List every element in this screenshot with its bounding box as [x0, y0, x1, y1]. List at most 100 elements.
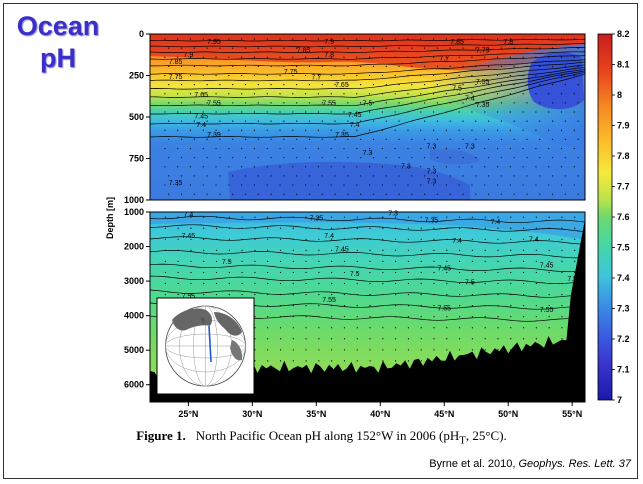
- sample-point: [407, 293, 410, 296]
- sample-point: [168, 193, 170, 195]
- sample-point: [206, 175, 208, 177]
- sample-point: [372, 102, 375, 104]
- sample-point: [424, 157, 426, 159]
- sample-point: [321, 120, 323, 122]
- sample-point: [573, 56, 575, 58]
- sample-point: [497, 316, 499, 318]
- sample-point: [462, 102, 464, 104]
- sample-point: [228, 227, 230, 229]
- y-tick-label-upper: 500: [129, 112, 144, 122]
- y-tick-label-lower: 4000: [124, 311, 144, 321]
- sample-point: [432, 74, 435, 77]
- sample-point: [420, 360, 422, 362]
- sample-point: [535, 338, 537, 340]
- sample-point: [510, 293, 512, 296]
- sample-point: [279, 349, 282, 351]
- sample-point: [500, 138, 502, 141]
- sample-point: [308, 175, 311, 177]
- sample-point: [484, 238, 486, 240]
- sample-point: [189, 93, 192, 95]
- sample-point: [381, 38, 383, 40]
- sample-point: [573, 74, 575, 77]
- sample-point: [267, 360, 269, 362]
- sample-point: [257, 193, 259, 195]
- sample-point: [449, 84, 451, 86]
- sample-point: [551, 193, 554, 195]
- sample-point: [449, 138, 451, 141]
- sample-point: [347, 102, 349, 104]
- sample-point: [270, 175, 272, 177]
- sample-point: [432, 93, 435, 95]
- sample-point: [241, 227, 243, 229]
- sample-point: [317, 93, 320, 95]
- sample-point: [522, 238, 525, 240]
- sample-point: [369, 271, 371, 274]
- colorbar-tick-label: 7.7: [617, 182, 630, 192]
- sample-point: [424, 47, 426, 49]
- sample-point: [459, 271, 461, 274]
- sample-point: [190, 249, 192, 251]
- sample-point: [193, 120, 195, 122]
- sample-point: [394, 56, 396, 58]
- sample-point: [228, 260, 230, 262]
- sample-point: [266, 93, 268, 95]
- sample-point: [266, 111, 268, 113]
- sample-point: [436, 65, 439, 67]
- sample-point: [509, 147, 511, 150]
- sample-point: [471, 338, 474, 340]
- sample-point: [539, 120, 541, 122]
- sample-point: [228, 147, 230, 150]
- sample-point: [385, 65, 387, 67]
- sample-point: [360, 47, 362, 49]
- sample-point: [459, 249, 461, 251]
- sample-point: [279, 238, 282, 240]
- sample-point: [446, 260, 448, 262]
- sample-point: [360, 138, 362, 141]
- sample-point: [382, 360, 384, 362]
- sample-point: [206, 193, 208, 195]
- sample-point: [369, 260, 371, 262]
- sample-point: [539, 65, 541, 67]
- x-tick-label: 25°N: [178, 409, 198, 419]
- sample-point: [432, 56, 435, 58]
- sample-point: [228, 111, 230, 113]
- sample-point: [266, 56, 268, 58]
- contour-label: 7.4: [196, 122, 206, 129]
- sample-point: [318, 327, 320, 329]
- sample-point: [215, 260, 218, 262]
- sample-point: [215, 74, 217, 77]
- sample-point: [164, 56, 166, 58]
- sample-point: [202, 147, 204, 150]
- sample-point: [206, 120, 208, 122]
- slide-title-line1: Ocean: [16, 11, 100, 41]
- sample-point: [424, 65, 426, 67]
- sample-point: [522, 227, 525, 229]
- sample-point: [510, 238, 512, 240]
- sample-point: [407, 249, 410, 251]
- sample-point: [177, 93, 179, 95]
- sample-point: [330, 111, 332, 113]
- sample-point: [407, 316, 410, 318]
- sample-point: [577, 84, 579, 86]
- sample-point: [420, 271, 422, 274]
- sample-point: [424, 175, 426, 177]
- sample-point: [292, 360, 294, 362]
- sample-point: [356, 327, 358, 329]
- sample-point: [459, 227, 461, 229]
- sample-point: [522, 316, 525, 318]
- sample-point: [189, 184, 192, 186]
- sample-point: [459, 293, 461, 296]
- sample-point: [446, 316, 448, 318]
- citation-credit: Byrne et al. 2010, Geophys. Res. Lett. 3…: [429, 458, 631, 470]
- contour-label: 7.35: [476, 102, 490, 109]
- colorbar: [597, 33, 613, 401]
- sample-point: [395, 238, 397, 240]
- contour-label: 7.3: [401, 163, 411, 170]
- sample-point: [381, 93, 383, 95]
- sample-point: [484, 338, 486, 340]
- sample-point: [343, 271, 346, 274]
- sample-point: [560, 184, 563, 186]
- lower-contour-line: [150, 250, 585, 259]
- sample-point: [445, 38, 447, 40]
- sample-point: [180, 102, 183, 104]
